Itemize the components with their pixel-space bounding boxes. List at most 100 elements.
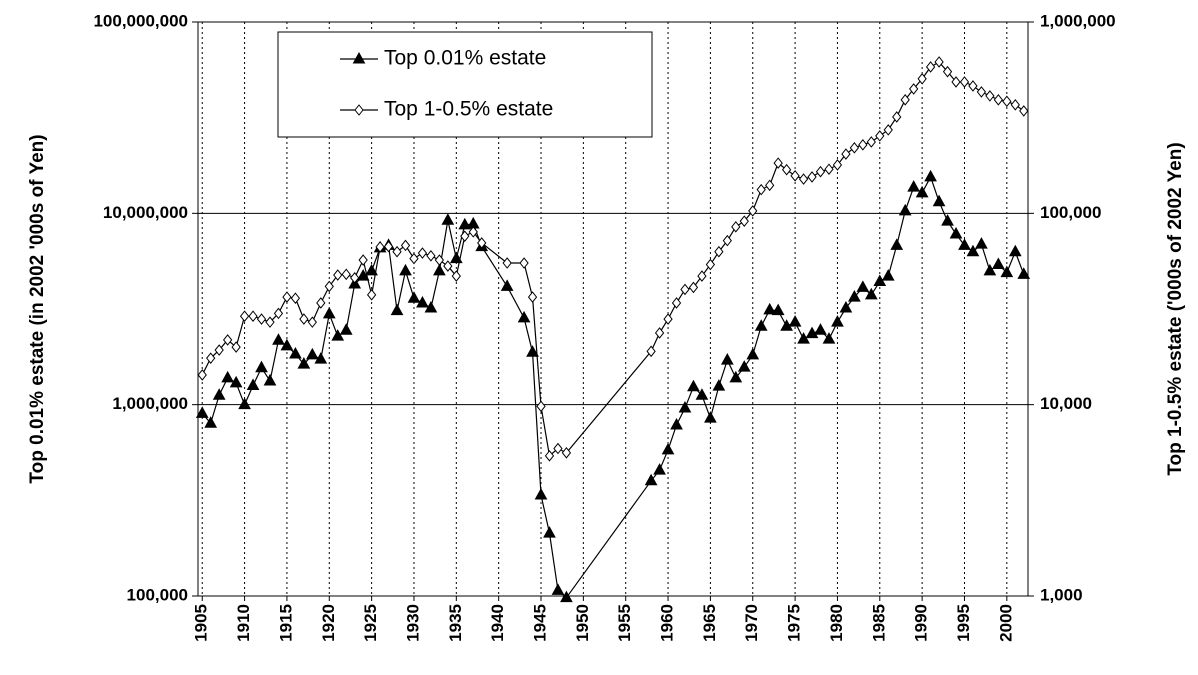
marker [434,254,445,266]
marker [1008,244,1022,257]
marker [975,237,988,249]
marker [1017,267,1031,279]
marker [790,170,800,182]
marker [333,269,343,281]
series-line [201,175,1025,599]
marker [519,257,529,269]
marker [646,345,656,358]
y2-tick-label: 100,000 [1040,203,1101,222]
marker [949,226,963,239]
marker [815,165,826,178]
marker [449,251,463,264]
marker [670,417,683,430]
marker [671,297,682,309]
marker [223,334,233,346]
marker [731,221,741,233]
x-tick-label: 1955 [615,604,634,642]
legend-marker [352,51,366,64]
marker [720,353,734,365]
marker [966,244,980,257]
x-tick-label: 1980 [827,604,846,642]
marker [875,130,885,142]
marker [331,329,345,341]
marker [695,388,709,400]
marker [324,280,334,293]
marker [697,270,707,282]
marker [951,76,961,88]
marker [534,488,548,500]
marker [653,463,666,475]
marker [536,400,546,413]
marker [314,352,328,364]
marker [909,83,919,95]
marker [814,323,827,335]
marker [771,303,785,316]
marker [680,283,690,296]
marker [992,257,1005,270]
marker [560,590,573,603]
x-tick-label: 1905 [192,604,211,642]
marker [502,257,512,269]
marker [983,263,997,276]
marker [553,442,563,455]
x-tick-label: 1995 [954,604,973,642]
marker [748,205,758,217]
marker [517,310,531,323]
marker [265,316,275,328]
marker [848,290,861,302]
x-tick-label: 1930 [403,604,422,642]
marker [206,352,216,364]
marker [839,300,853,313]
marker [543,526,556,538]
marker [688,281,699,294]
marker [468,226,478,238]
marker [959,76,970,88]
marker [924,169,937,182]
marker [822,332,836,344]
marker [663,313,673,325]
marker [705,258,716,271]
marker [441,213,455,225]
marker [407,291,421,303]
marker [322,306,336,319]
marker [678,401,692,413]
marker [644,473,658,486]
marker [392,245,402,258]
marker [527,291,538,303]
marker [280,338,294,351]
marker [263,373,277,386]
y2-axis-title: Top 1-0.5% estate ('000s of 2002 Yen) [1165,142,1186,475]
marker [246,378,260,390]
y-tick-label: 100,000,000 [93,11,188,30]
marker [299,313,309,325]
y2-tick-label: 1,000 [1040,585,1083,604]
marker [366,289,377,301]
marker [416,295,429,308]
marker [212,388,226,400]
marker [788,315,802,327]
marker [756,183,766,196]
marker [424,300,438,313]
marker [239,310,250,322]
y-tick-label: 100,000 [127,585,188,604]
marker [451,270,461,282]
marker [805,326,819,339]
marker [500,279,514,291]
marker [561,447,572,459]
marker [780,319,793,331]
marker [898,203,912,216]
marker [739,215,749,227]
marker [881,269,895,281]
x-tick-label: 1960 [658,604,677,642]
marker [934,56,944,68]
x-tick-label: 1985 [869,604,888,642]
legend-box [277,31,653,138]
marker [737,360,751,372]
y2-tick-label: 1,000,000 [1040,11,1116,30]
marker [773,157,783,169]
legend-label: Top 1-0.5% estate [384,98,553,121]
marker [282,291,292,303]
marker [907,180,921,192]
marker [781,163,792,176]
